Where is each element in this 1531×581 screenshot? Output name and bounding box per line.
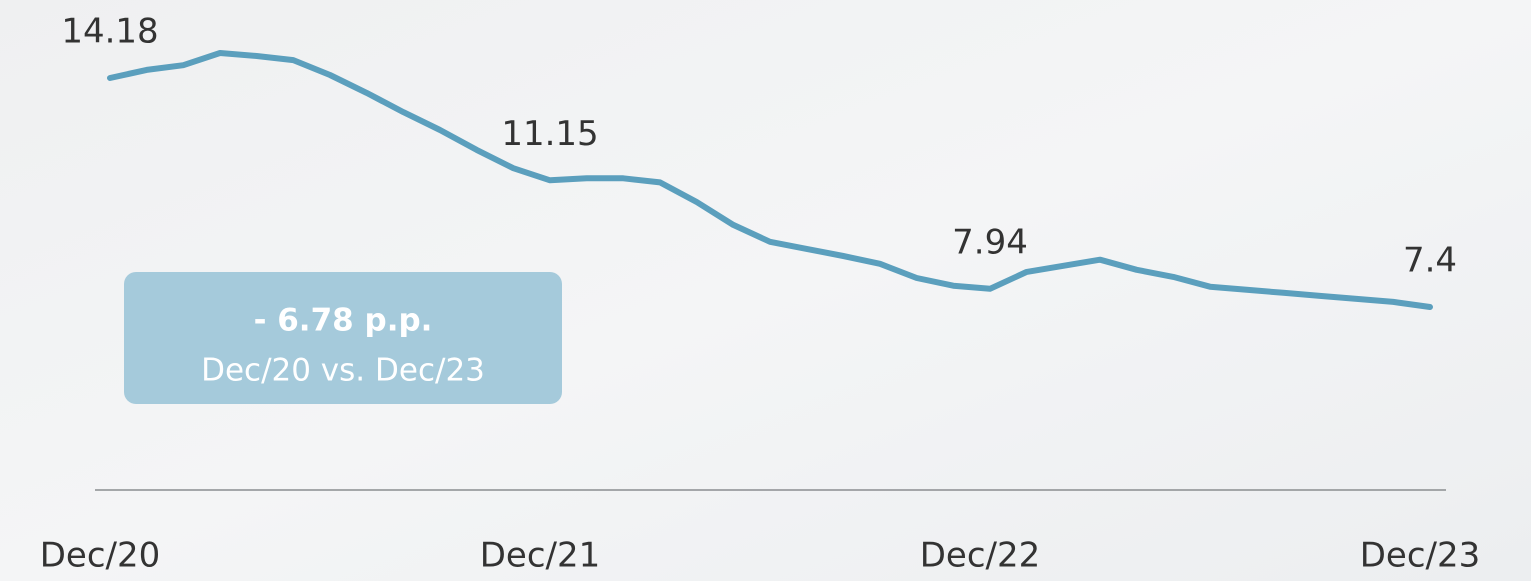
data-label: 11.15 [501, 114, 598, 154]
data-label: 7.94 [952, 222, 1028, 262]
data-label: 7.4 [1403, 241, 1457, 281]
annotation-text: - 6.78 p.p. [254, 303, 433, 339]
x-tick-label: Dec/21 [480, 536, 601, 576]
data-label: 14.18 [61, 11, 158, 51]
annotation-subtext: Dec/20 vs. Dec/23 [201, 353, 485, 389]
data-line [107, 50, 1433, 310]
x-tick-label: Dec/22 [920, 536, 1041, 576]
annotation-box [124, 272, 562, 404]
x-tick-label: Dec/20 [40, 536, 161, 576]
x-tick-label: Dec/23 [1360, 536, 1481, 576]
